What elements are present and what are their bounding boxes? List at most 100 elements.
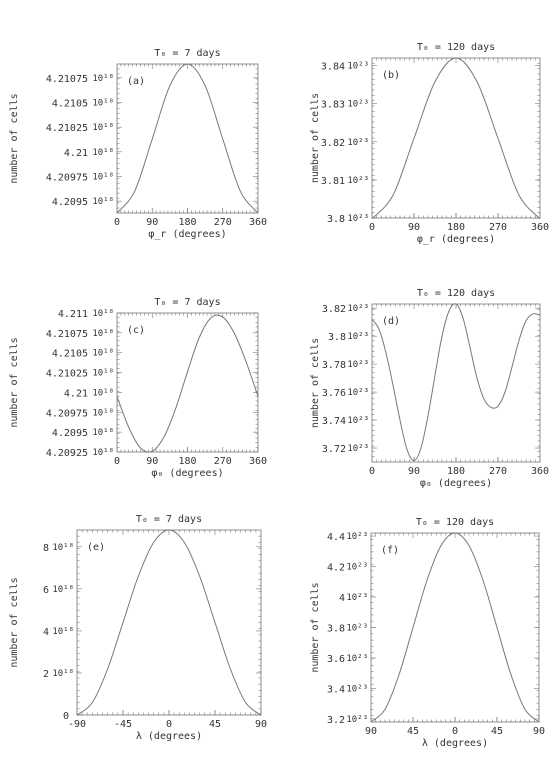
y-tick-multiplier: 10¹⁸ <box>92 309 114 319</box>
x-tick-label: 0 <box>369 222 375 233</box>
y-tick-label: 3.8 <box>327 624 345 635</box>
x-tick-label: 360 <box>531 466 549 477</box>
x-tick-label: 90 <box>365 726 377 737</box>
y-tick-multiplier: 10²³ <box>347 100 369 110</box>
y-tick-multiplier: 10²³ <box>347 62 369 72</box>
y-axis-label: number of cells <box>310 93 321 183</box>
y-tick-label: 4.21025 <box>46 123 88 134</box>
x-axis-label: φ₀ (degrees) <box>420 478 492 489</box>
y-tick-label: 4.2105 <box>52 98 88 109</box>
panel-label: (c) <box>127 325 145 336</box>
y-tick-multiplier: 10¹⁸ <box>52 585 74 595</box>
x-tick-label: 45 <box>209 719 221 730</box>
y-tick-multiplier: 10²³ <box>346 654 368 664</box>
x-tick-label: 90 <box>533 726 545 737</box>
x-tick-label: 90 <box>408 466 420 477</box>
y-tick-label: 8 <box>43 543 49 554</box>
y-tick-multiplier: 10²³ <box>346 563 368 573</box>
series-line <box>371 303 541 462</box>
y-tick-label: 0 <box>63 711 69 722</box>
y-tick-multiplier: 10²³ <box>347 176 369 186</box>
panel-label: (e) <box>87 542 105 553</box>
y-tick-multiplier: 10²³ <box>346 715 368 725</box>
y-tick-label: 4.2095 <box>52 197 88 208</box>
y-tick-label: 4.21 <box>64 148 88 159</box>
y-tick-label: 4.21025 <box>46 369 88 380</box>
y-tick-label: 3.4 <box>327 684 345 695</box>
y-tick-multiplier: 10²³ <box>346 532 368 542</box>
y-tick-label: 3.74 <box>322 416 346 427</box>
y-tick-multiplier: 10¹⁸ <box>92 197 114 207</box>
panel-label: (b) <box>382 70 400 81</box>
y-tick-multiplier: 10¹⁸ <box>92 172 114 182</box>
chart-panel-d: 0 90 180 270 36010²³3.7210²³3.7410²³3.7610²³… <box>310 288 549 489</box>
y-tick-label: 4 <box>43 627 49 638</box>
y-tick-multiplier: 10²³ <box>346 624 368 634</box>
chart-panel-f: 90 45 0 45 9010²³3.210²³3.410²³3.610²³3.810²… <box>310 517 545 749</box>
y-tick-label: 4.211 <box>58 309 88 320</box>
chart-title: T₀ = 7 days <box>154 48 220 59</box>
x-tick-label: -90 <box>68 719 86 730</box>
y-tick-multiplier: 10¹⁸ <box>92 329 114 339</box>
y-axis-label: number of cells <box>9 337 20 427</box>
series-line <box>370 532 540 723</box>
y-tick-multiplier: 10²³ <box>347 360 369 370</box>
y-axis-label: number of cells <box>310 582 321 672</box>
y-tick-multiplier: 10¹⁸ <box>52 669 74 679</box>
y-tick-label: 4.20975 <box>46 172 88 183</box>
y-tick-multiplier: 10¹⁸ <box>92 148 114 158</box>
y-tick-label: 4 <box>339 593 345 604</box>
y-tick-multiplier: 10²³ <box>347 444 369 454</box>
y-tick-label: 3.81 <box>321 176 345 187</box>
y-tick-label: 4.20925 <box>46 448 88 459</box>
y-tick-label: 3.8 <box>327 214 345 225</box>
y-tick-label: 3.76 <box>322 388 346 399</box>
y-tick-label: 3.8 <box>328 332 346 343</box>
x-tick-label: 360 <box>249 217 267 228</box>
y-tick-multiplier: 10¹⁸ <box>92 408 114 418</box>
plot-frame <box>370 532 540 723</box>
y-tick-label: 4.21075 <box>46 329 88 340</box>
y-tick-label: 3.83 <box>321 100 345 111</box>
y-tick-label: 4.20975 <box>46 408 88 419</box>
series-line <box>116 314 259 453</box>
y-tick-label: 3.6 <box>327 654 345 665</box>
x-tick-label: -45 <box>114 719 132 730</box>
series-line <box>76 529 262 716</box>
x-tick-label: 180 <box>447 466 465 477</box>
x-tick-label: 180 <box>178 217 196 228</box>
y-tick-multiplier: 10¹⁸ <box>92 74 114 84</box>
x-tick-label: 90 <box>408 222 420 233</box>
x-axis-label: φ_r (degrees) <box>148 229 226 240</box>
y-tick-label: 4.2 <box>327 563 345 574</box>
x-tick-label: 180 <box>447 222 465 233</box>
plot-frame <box>76 529 262 716</box>
x-tick-label: 270 <box>214 456 232 467</box>
y-tick-label: 3.82 <box>321 138 345 149</box>
x-tick-label: 0 <box>114 217 120 228</box>
series-line <box>116 63 259 214</box>
x-axis-label: λ (degrees) <box>136 731 202 742</box>
x-tick-label: 360 <box>531 222 549 233</box>
y-tick-label: 4.2105 <box>52 349 88 360</box>
y-tick-label: 4.21 <box>64 388 88 399</box>
x-tick-label: 270 <box>489 466 507 477</box>
x-tick-label: 90 <box>146 217 158 228</box>
x-axis-label: φ₀ (degrees) <box>151 468 223 479</box>
x-tick-label: 45 <box>407 726 419 737</box>
y-tick-multiplier: 10²³ <box>347 332 369 342</box>
chart-panel-b: 0 90 180 270 36010²³3.810²³3.8110²³3.8210²³3… <box>310 42 549 245</box>
x-axis-label: φ_r (degrees) <box>417 234 495 245</box>
y-tick-label: 3.82 <box>322 304 346 315</box>
y-axis-label: number of cells <box>9 93 20 183</box>
x-tick-label: 0 <box>114 456 120 467</box>
y-tick-multiplier: 10¹⁸ <box>92 98 114 108</box>
x-tick-label: 270 <box>214 217 232 228</box>
y-tick-label: 2 <box>43 669 49 680</box>
y-tick-multiplier: 10¹⁸ <box>92 448 114 458</box>
y-tick-multiplier: 10¹⁸ <box>92 123 114 133</box>
x-tick-label: 45 <box>491 726 503 737</box>
y-tick-label: 4.4 <box>327 532 345 543</box>
y-tick-label: 4.2095 <box>52 428 88 439</box>
